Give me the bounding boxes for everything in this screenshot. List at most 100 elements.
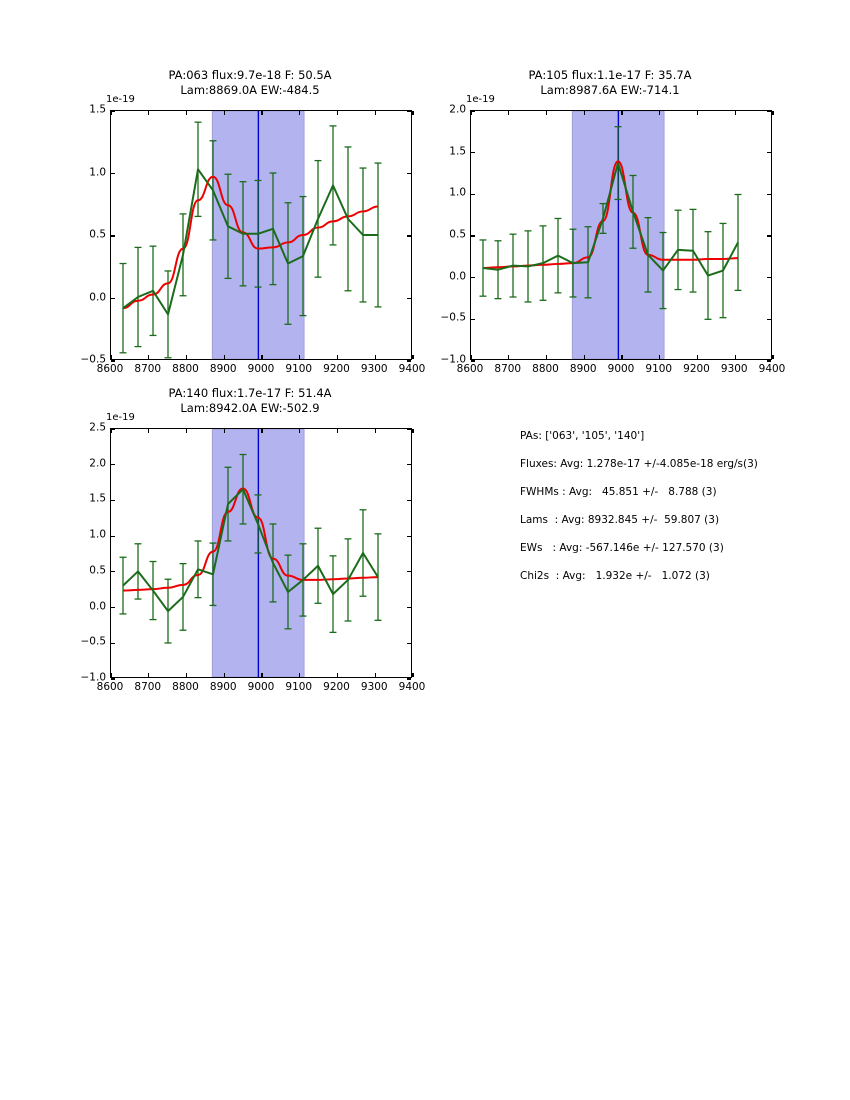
observed-spectrum-line	[122, 488, 379, 613]
y-tick-label: −0.5	[80, 353, 107, 366]
plot-canvas-pa063	[119, 111, 382, 359]
stats-line-fluxes: Fluxes: Avg: 1.278e-17 +/-4.085e-18 erg/…	[520, 458, 758, 470]
panel-title-line2: Lam:8942.0A EW:-502.9	[180, 401, 320, 415]
plot-area-pa140[interactable]	[110, 428, 414, 680]
x-tick	[583, 111, 585, 115]
panel-pa063: PA:063 flux:9.7e-18 F: 50.5A Lam:8869.0A…	[60, 62, 430, 382]
x-tick	[374, 355, 376, 359]
x-tick	[470, 355, 472, 359]
x-tick	[261, 429, 263, 433]
x-tick-label: 8700	[494, 363, 522, 375]
y-tick-label: 1.0	[89, 166, 106, 178]
y-tick	[407, 297, 411, 300]
x-tick	[110, 429, 112, 433]
y-tick-label: 0.0	[449, 270, 466, 283]
x-tick-label: 9400	[758, 363, 786, 375]
x-tick-label: 8900	[209, 363, 237, 375]
y-tick-label: 2.0	[89, 457, 106, 470]
y-tick-label: 1.0	[89, 528, 106, 541]
y-tick-label: 0.5	[89, 228, 106, 241]
y-tick	[471, 152, 475, 154]
x-tick	[696, 355, 699, 359]
y-tick-label: 1.5	[89, 492, 106, 505]
x-tick-label: 8800	[532, 363, 559, 375]
x-tick	[772, 355, 774, 359]
y-tick	[111, 499, 115, 502]
x-tick	[696, 111, 699, 115]
y-tick	[407, 535, 411, 537]
x-tick	[110, 111, 112, 115]
panel-title-line2: Lam:8869.0A EW:-484.5	[180, 83, 320, 97]
y-tick	[111, 571, 115, 573]
x-tick	[583, 355, 585, 359]
x-tick	[659, 355, 661, 359]
stats-line-fwhms: FWHMs : Avg: 45.851 +/- 8.788 (3)	[520, 486, 717, 498]
plot-canvas-pa140	[119, 429, 382, 677]
x-tick	[299, 355, 301, 359]
x-tick	[299, 673, 301, 677]
y-tick	[111, 360, 115, 362]
x-tick	[374, 673, 376, 677]
x-tick-label: 8700	[134, 363, 162, 375]
x-tick	[148, 673, 150, 677]
observed-spectrum-line	[122, 168, 378, 316]
x-tick	[734, 355, 736, 359]
y-tick-label: 0.5	[89, 564, 106, 577]
y-tick	[407, 606, 411, 609]
y-tick	[407, 642, 411, 644]
y-tick	[407, 678, 411, 680]
x-tick-label: 8800	[172, 363, 199, 375]
y-tick-label: 0.5	[449, 228, 466, 241]
x-tick	[185, 673, 188, 677]
y-tick-label: 1.5	[449, 145, 466, 158]
plot-area-pa105[interactable]	[470, 110, 774, 362]
x-tick	[185, 429, 188, 433]
y-tick	[471, 193, 475, 195]
x-tick-label: 9100	[285, 681, 313, 693]
x-tick	[412, 111, 414, 115]
x-tick-label: 9000	[247, 681, 275, 693]
panel-title-line1: PA:105 flux:1.1e-17 F: 35.7A	[528, 68, 692, 82]
y-tick	[471, 360, 475, 362]
fit-curve	[122, 487, 379, 592]
plot-canvas-pa105	[479, 111, 742, 359]
x-tick-label: 8900	[569, 363, 597, 375]
x-tick-label: 9100	[645, 363, 673, 375]
x-tick	[148, 355, 150, 359]
x-tick	[621, 111, 623, 115]
x-tick	[734, 111, 736, 115]
y-tick	[407, 464, 411, 466]
y-tick-label: 2.5	[89, 421, 106, 434]
stats-line-pas: PAs: ['063', '105', '140']	[520, 430, 645, 442]
x-tick	[336, 673, 339, 677]
x-tick	[545, 111, 548, 115]
x-tick	[185, 111, 188, 115]
y-tick	[471, 235, 475, 237]
y-tick	[407, 235, 411, 237]
x-tick-label: 9200	[323, 681, 350, 693]
y-tick-label: 0.0	[89, 291, 106, 303]
x-tick-label: 9400	[398, 681, 426, 693]
x-tick	[110, 673, 112, 677]
y-tick	[407, 110, 411, 112]
panel-title-pa105: PA:105 flux:1.1e-17 F: 35.7A Lam:8987.6A…	[470, 68, 750, 98]
x-tick-label: 9200	[323, 363, 350, 375]
x-tick	[223, 673, 225, 677]
y-tick	[471, 318, 475, 320]
y-tick	[407, 428, 411, 430]
y-tick	[767, 318, 771, 320]
y-tick	[111, 642, 115, 644]
y-tick	[407, 360, 411, 362]
y-tick	[111, 110, 115, 112]
y-tick	[111, 428, 115, 430]
x-tick-label: 9200	[683, 363, 710, 375]
plot-area-pa063[interactable]	[110, 110, 414, 362]
y-axis-offset-label: 1e-19	[466, 94, 495, 105]
x-tick-label: 9100	[285, 363, 313, 375]
y-tick	[767, 360, 771, 362]
observed-spectrum-line	[482, 162, 739, 277]
x-tick	[336, 429, 339, 433]
y-tick-label: −1.0	[440, 353, 467, 366]
y-tick-label: 1.0	[449, 186, 466, 199]
